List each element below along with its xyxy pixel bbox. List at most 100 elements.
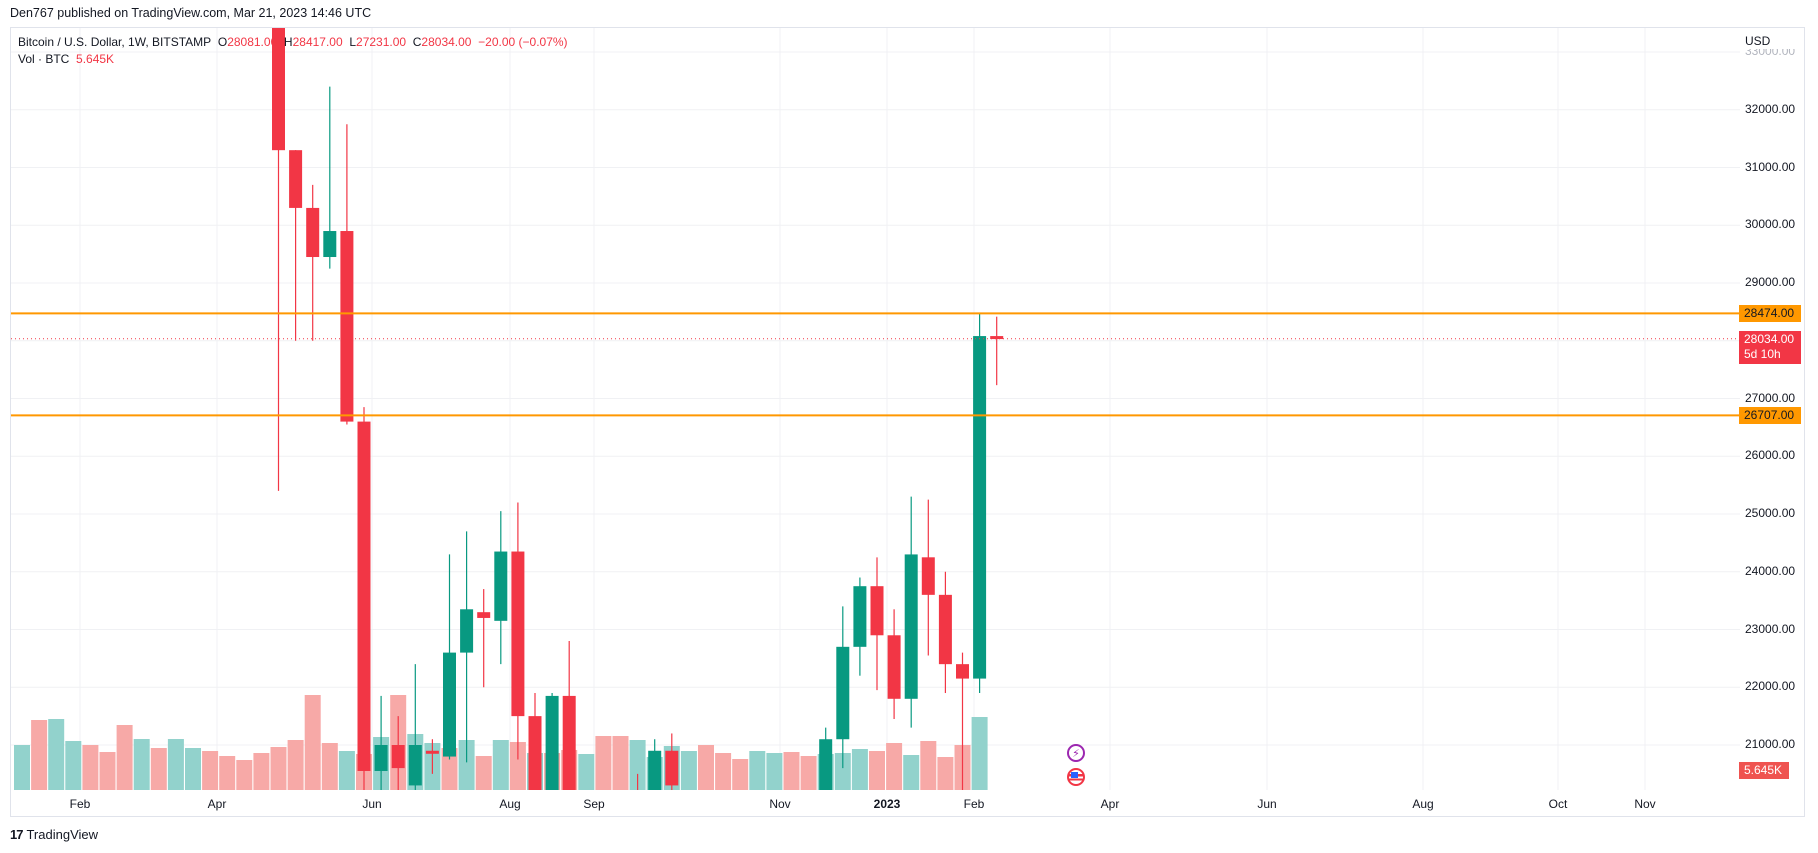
candle-body <box>289 150 303 208</box>
candle-body <box>904 554 918 699</box>
candle-body <box>990 336 1004 340</box>
volume-bar <box>441 748 458 790</box>
price-tick-label: 22000.00 <box>1745 679 1796 694</box>
volume-bar <box>783 752 800 790</box>
time-tick-label: Nov <box>1634 797 1656 811</box>
volume-bar <box>766 753 783 790</box>
candle-body <box>443 652 456 757</box>
volume-bar <box>595 736 612 790</box>
time-tick-label: 2023 <box>873 797 901 811</box>
volume-bar <box>851 749 868 790</box>
volume-bar <box>287 740 304 790</box>
brand-name[interactable]: TradingView <box>26 827 99 842</box>
currency-label[interactable]: USD <box>1745 34 1771 48</box>
price-tick-label: 21000.00 <box>1745 737 1796 751</box>
price-tick-label: 32000.00 <box>1745 101 1796 116</box>
price-tick-label: 27000.00 <box>1745 390 1796 405</box>
resistance-price-tag: 28474.00 <box>1739 305 1801 322</box>
price-tick-label: 23000.00 <box>1745 621 1796 636</box>
open-value: 28081.00 <box>227 35 278 49</box>
volume-bar <box>202 751 219 790</box>
lightning-event-icon[interactable]: ⚡ <box>1067 744 1085 762</box>
candle-body <box>921 557 935 595</box>
bar-countdown: 5d 10h <box>1744 347 1781 361</box>
time-tick-label: Sep <box>583 797 605 811</box>
volume-bar <box>219 756 236 790</box>
candle-body <box>631 809 644 826</box>
time-tick-label: Feb <box>69 797 91 811</box>
footer: 17 TradingView <box>10 827 98 842</box>
candle-body <box>425 750 439 754</box>
change-value: −20.00 (−0.07%) <box>478 35 568 49</box>
price-tick-label: 30000.00 <box>1745 217 1796 232</box>
volume-bar <box>749 751 766 790</box>
price-tick-label: 31000.00 <box>1745 159 1796 174</box>
volume-bar <box>304 695 321 790</box>
volume-label[interactable]: Vol · BTC <box>18 52 70 66</box>
volume-bar <box>698 745 714 790</box>
price-tick-label: 25000.00 <box>1745 506 1796 520</box>
tradingview-logo-icon: 17 <box>10 827 24 842</box>
candle-body <box>887 635 901 699</box>
candle-body <box>853 586 867 647</box>
candle-body <box>494 551 508 621</box>
volume-bar <box>185 748 201 790</box>
time-tick-label: Nov <box>769 797 791 811</box>
support-price-tag: 26707.00 <box>1739 407 1801 424</box>
candle-body <box>870 586 884 636</box>
us-flag-event-icon[interactable] <box>1067 768 1085 786</box>
volume-bar <box>937 757 954 790</box>
low-label: L <box>349 35 357 49</box>
close-label: C <box>412 35 422 49</box>
volume-bar <box>338 751 355 790</box>
time-tick-label: Apr <box>207 797 227 811</box>
candle-body <box>511 551 525 717</box>
time-tick-label: Aug <box>1412 797 1434 811</box>
volume-bar <box>612 736 629 790</box>
time-tick-label: Jun <box>1257 797 1277 811</box>
volume-bar <box>321 743 338 790</box>
volume-value: 5.645K <box>76 52 115 66</box>
volume-bar <box>99 752 116 790</box>
high-label: H <box>283 35 293 49</box>
price-tick-label: 24000.00 <box>1745 563 1796 578</box>
volume-bar <box>65 741 82 790</box>
time-tick-label: Oct <box>1548 797 1568 811</box>
volume-legend: Vol · BTC 5.645K <box>18 51 568 68</box>
ohlc-legend: Bitcoin / U.S. Dollar, 1W, BITSTAMP O280… <box>18 34 568 51</box>
volume-bar <box>509 742 526 790</box>
volume-bar <box>492 740 509 790</box>
volume-bar <box>629 740 646 790</box>
symbol-title[interactable]: Bitcoin / U.S. Dollar, 1W, BITSTAMP <box>18 35 212 49</box>
candle-body <box>391 745 405 769</box>
publisher-line: Den767 published on TradingView.com, Mar… <box>10 6 372 20</box>
chart-frame <box>10 27 1805 817</box>
price-tick-label: 26000.00 <box>1745 448 1796 463</box>
low-value: 27231.00 <box>356 35 407 49</box>
time-tick-label: Jun <box>362 797 382 811</box>
time-tick-label: Aug <box>499 797 521 811</box>
candle-body <box>973 336 987 679</box>
volume-bar <box>14 745 30 790</box>
price-tick-label: 33000.00 <box>1745 44 1796 58</box>
volume-bar <box>150 748 167 790</box>
volume-bar <box>886 743 903 790</box>
candle-body <box>938 594 952 665</box>
volume-bar <box>869 751 885 790</box>
close-value: 28034.00 <box>421 35 472 49</box>
candle-body <box>323 231 337 258</box>
candle-body <box>956 664 969 679</box>
volume-bar <box>236 760 253 790</box>
volume-bar <box>971 717 988 790</box>
volume-bar <box>270 747 287 790</box>
candle-body <box>272 28 285 151</box>
candle-body <box>665 750 679 786</box>
volume-bar <box>167 739 184 790</box>
legend: Bitcoin / U.S. Dollar, 1W, BITSTAMP O280… <box>18 34 568 68</box>
candle-body <box>357 421 371 771</box>
last-price-value: 28034.00 <box>1744 332 1795 346</box>
high-value: 28417.00 <box>292 35 343 49</box>
candle-body <box>374 745 388 771</box>
volume-bar <box>834 753 851 790</box>
